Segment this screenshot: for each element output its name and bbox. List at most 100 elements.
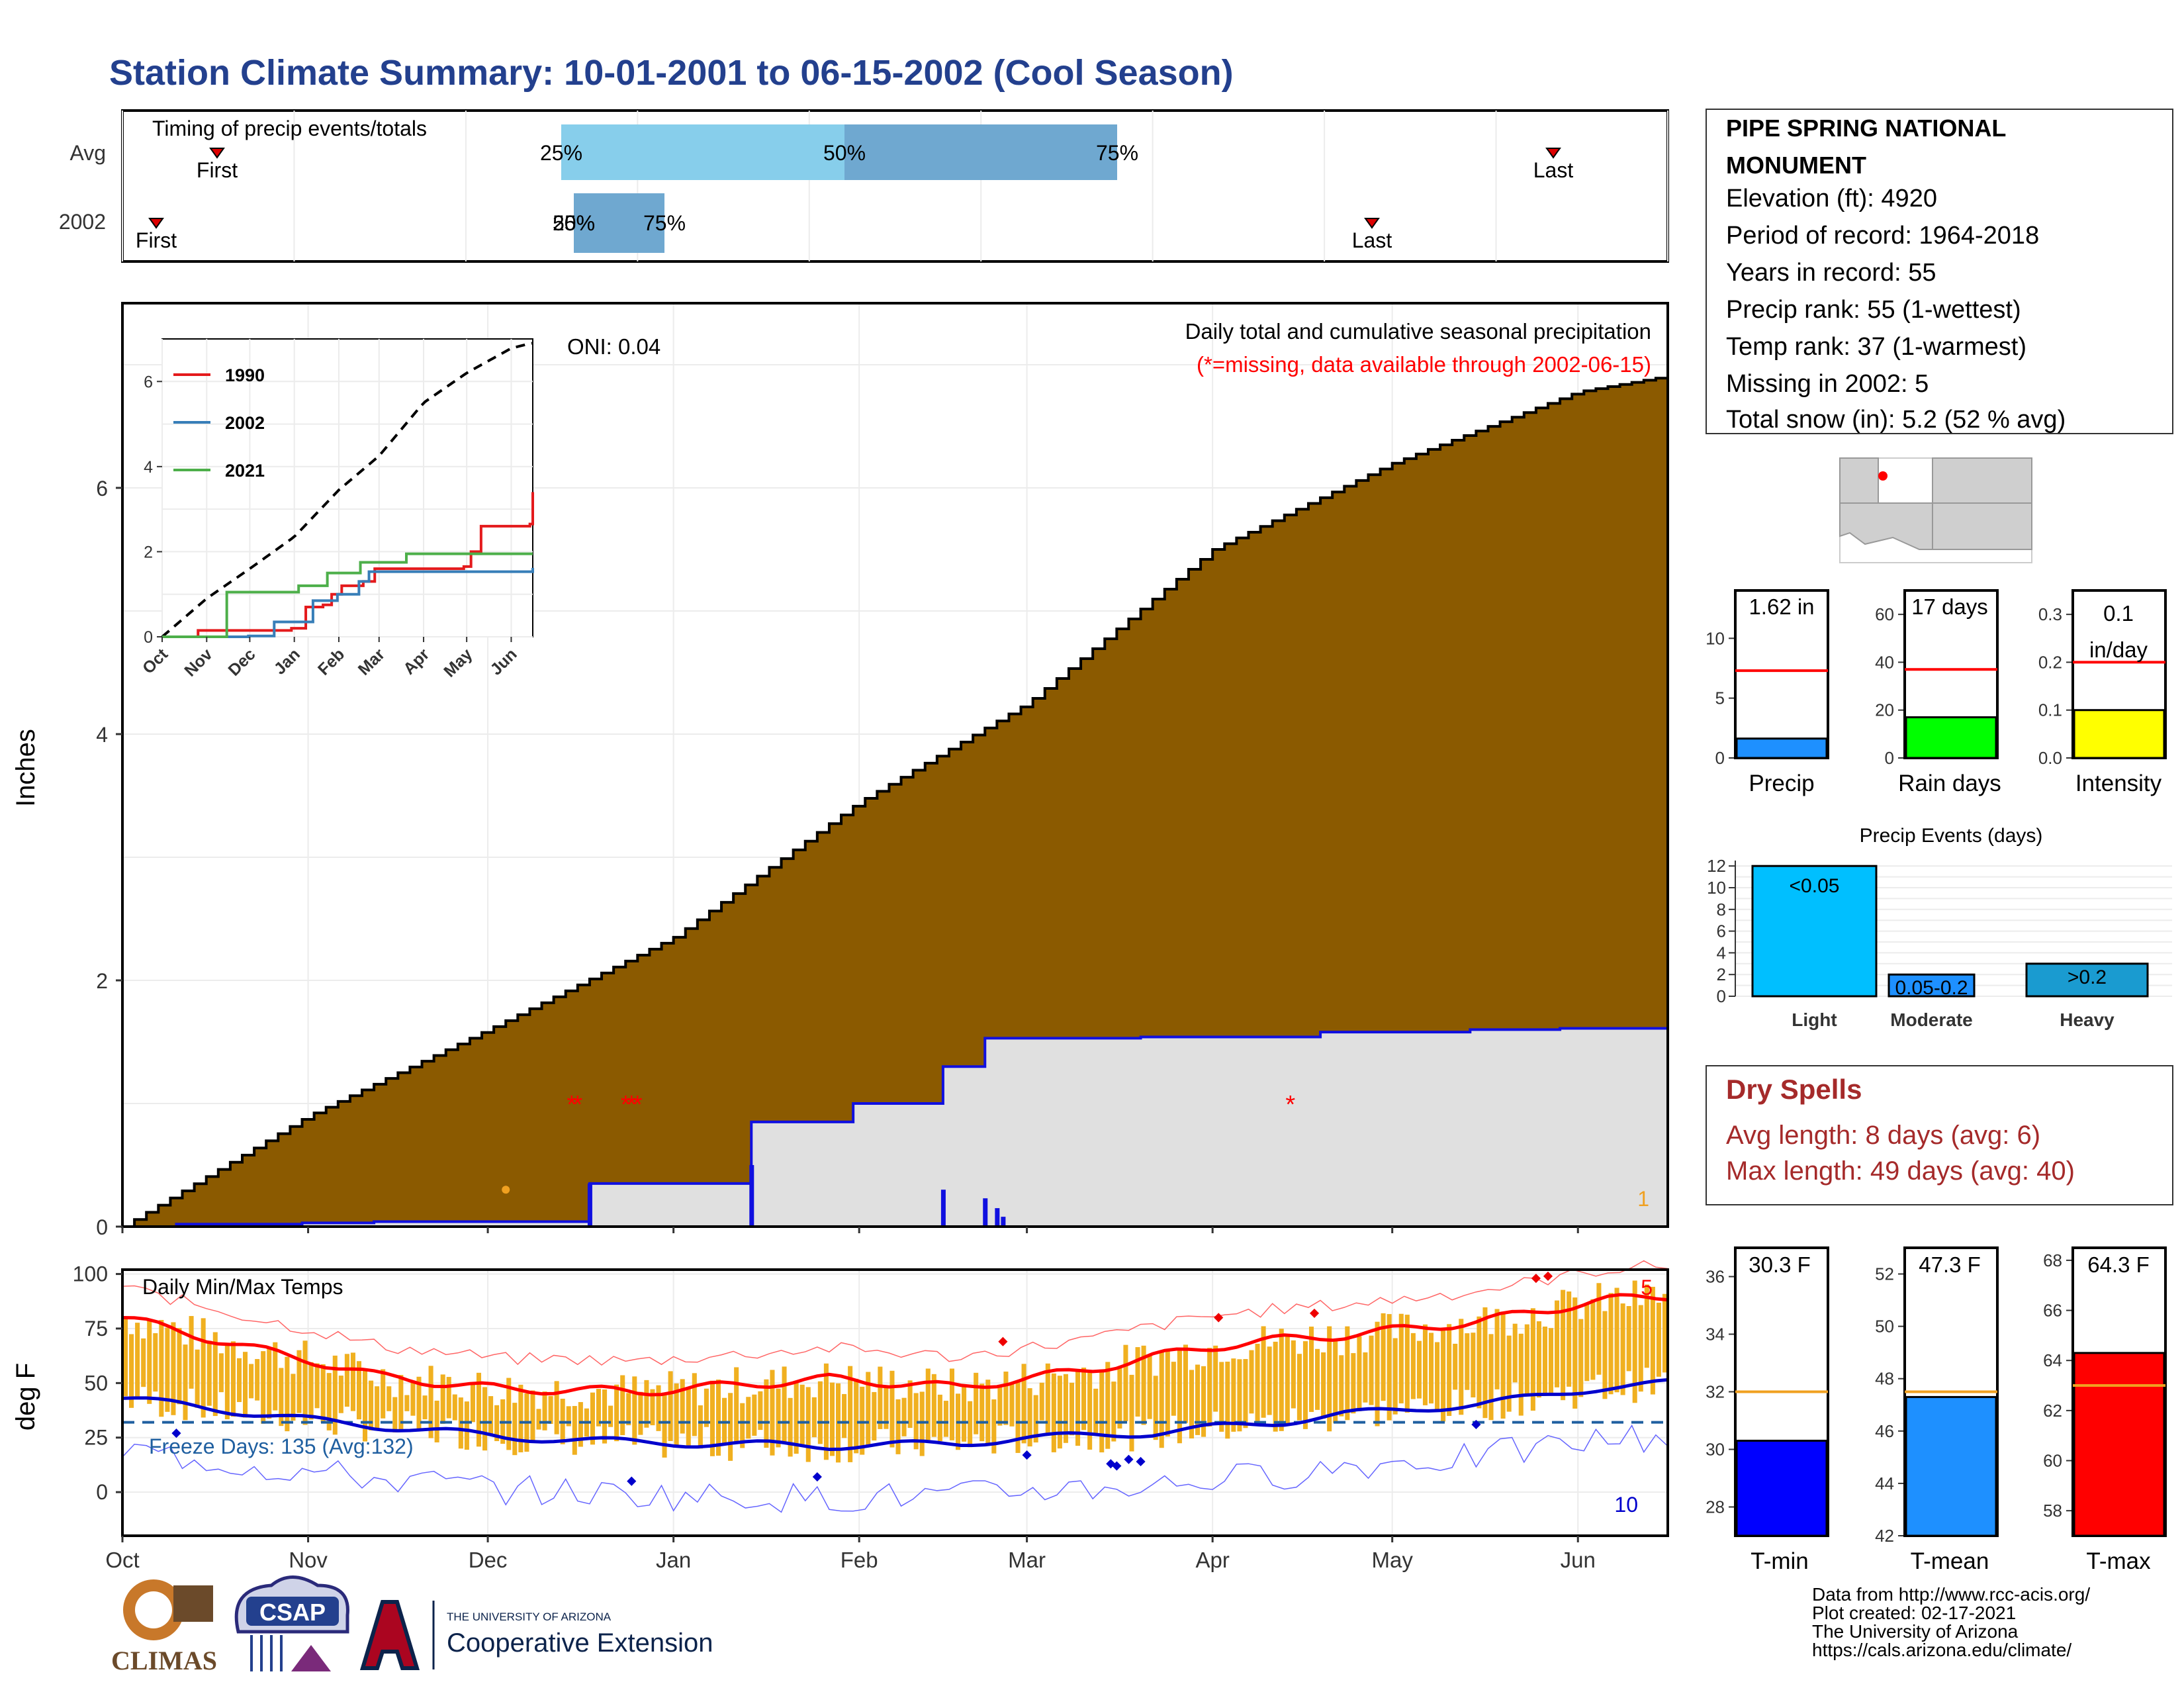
daily-temp-bar [506,1378,512,1450]
daily-temp-bar [854,1378,859,1454]
daily-temp-bar [1459,1319,1464,1415]
daily-temp-bar [135,1323,140,1399]
daily-temp-bar [698,1405,703,1449]
events-ytick-label: 8 [1717,900,1726,919]
timing-panel: Timing of precip events/totals Avg 2002 … [59,109,1669,263]
daily-temp-bar [1249,1350,1254,1414]
tmin-gauge-label: T-min [1751,1548,1809,1574]
daily-temp-bar [422,1395,428,1420]
tmax-gauge-ytick-label: 68 [2043,1250,2062,1270]
station-precip-rank: Precip rank: 55 (1-wettest) [1726,296,2021,324]
inset-series-2021 [162,552,533,638]
daily-temp-bar [1087,1370,1093,1450]
daily-temp-bar [279,1368,284,1427]
daily-temp-bar [602,1389,608,1444]
daily-temp-bar [974,1372,979,1434]
raindays-gauge-label: Rain days [1898,771,2001,796]
daily-temp-bar [943,1401,948,1437]
daily-temp-bar [1141,1345,1146,1425]
daily-temp-bar [369,1380,374,1430]
daily-temp-bar [596,1389,602,1427]
daily-temp-bar [1129,1374,1134,1452]
station-info-box: PIPE SPRING NATIONAL MONUMENT Elevation … [1706,109,2173,434]
daily-temp-bar [1477,1316,1482,1409]
missing-markers: ** *** * [502,1091,1295,1194]
observed-cumulative-area [122,1027,1668,1227]
station-snow: Total snow (in): 5.2 (52 % avg) [1726,406,2066,434]
daily-temp-bar [1488,1334,1494,1421]
temps-corner-top: 5 [1641,1276,1653,1299]
daily-temp-bar [1009,1382,1015,1427]
daily-temp-bar [218,1353,224,1393]
csap-mountain-icon [291,1645,331,1671]
events-title: Precip Events (days) [1860,825,2043,847]
dry-spells-max: Max length: 49 days (avg: 40) [1726,1156,2075,1186]
daily-temp-bar [1081,1367,1087,1430]
daily-temp-bar [350,1352,355,1411]
csap-logo: CSAP [234,1575,349,1671]
daily-temp-bar [452,1394,457,1421]
events-bar-value-label: >0.2 [2068,966,2107,988]
daily-temp-bar [937,1394,942,1442]
daily-temp-bar [171,1322,176,1415]
daily-temp-bar [1590,1299,1596,1380]
events-ytick-label: 0 [1717,986,1726,1006]
daily-temp-bar [1123,1344,1128,1421]
daily-temp-bar [644,1380,649,1428]
daily-temp-bar [404,1395,410,1411]
temps-panel-frame [121,1268,1669,1537]
temps-ytick-label: 50 [84,1371,108,1395]
daily-temp-bar [1213,1345,1218,1412]
daily-temp-bar [728,1393,733,1461]
daily-temp-bar [344,1354,349,1407]
daily-temp-bar [1435,1342,1440,1410]
station-temp-rank: Temp rank: 37 (1-warmest) [1726,333,2026,361]
daily-temp-bar [1404,1315,1410,1413]
daily-precip-bars [587,1165,1006,1227]
temps-xtick-label: Feb [841,1548,878,1572]
daily-temp-bar [1512,1323,1518,1383]
daily-temp-bar [764,1379,769,1448]
daily-temp-bar [392,1397,398,1432]
raindays-gauge-ytick-label: 40 [1875,652,1894,672]
ua-logo: THE UNIVERSITY OF ARIZONA Cooperative Ex… [359,1600,713,1670]
events-bar-moderate [1888,973,1976,998]
events-category-label: Moderate [1890,1009,1972,1030]
intensity-gauge-ytick-label: 0.2 [2038,652,2062,672]
daily-temp-bar [722,1397,727,1444]
daily-temp-bar [183,1344,188,1421]
daily-temp-bar [878,1366,883,1429]
daily-temp-bar [1015,1382,1021,1453]
daily-temp-bar [518,1384,523,1452]
missing-data-marker: * [572,1091,582,1119]
daily-temp-bar [308,1362,314,1420]
daily-temp-bar [1255,1343,1260,1424]
daily-temp-bar [1231,1358,1236,1432]
raindays-gauge-value: 17 days [1911,594,1988,619]
intensity-gauge-ytick-label: 0.0 [2038,748,2062,768]
missing-data-marker: * [1285,1091,1295,1119]
daily-temp-bar [195,1349,200,1408]
temps-xtick-label: Mar [1008,1548,1046,1572]
daily-temp-bar [1518,1333,1524,1416]
daily-temp-bar [1327,1326,1332,1432]
daily-temp-bar [1225,1361,1230,1439]
temps-y-axis: 0 25 50 75 100 [73,1262,122,1504]
y2002-pct25: 25% [553,211,595,235]
main-ytick-label: 2 [96,969,108,993]
daily-precip-bar [1001,1217,1006,1227]
daily-precip-bar [983,1198,988,1227]
summary-gauges: 051002040600.00.10.20.328303234364244464… [1706,589,2172,1546]
daily-temp-bar [1548,1328,1554,1393]
daily-temp-bar [692,1373,697,1436]
intensity-gauge-ytick-label: 0.1 [2038,700,2062,720]
daily-temp-bar [189,1316,194,1389]
daily-temp-bar [889,1370,895,1448]
daily-temp-bar [991,1399,997,1454]
dry-spells-title: Dry Spells [1726,1074,1862,1105]
inset-series-2002 [162,567,534,638]
timing-label: Timing of precip events/totals [152,117,427,140]
y2002-first-label: First [136,228,177,252]
station-name-line2: MONUMENT [1726,152,1866,179]
daily-temp-bar [788,1397,793,1457]
